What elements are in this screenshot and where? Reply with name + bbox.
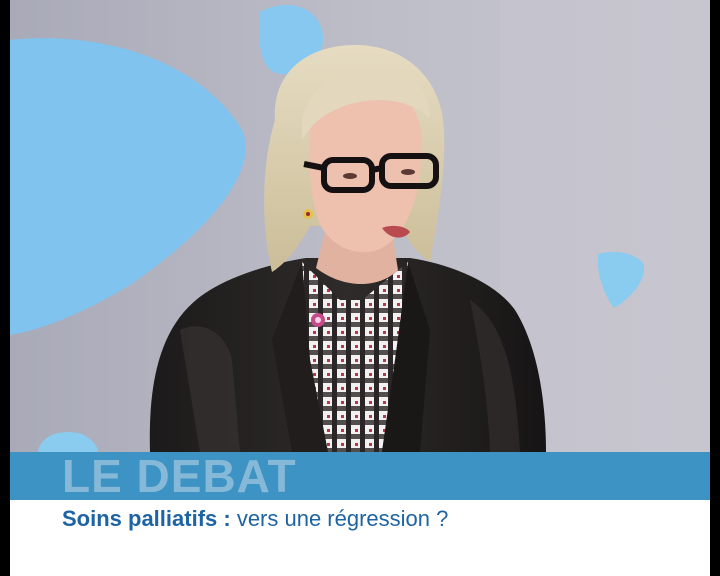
blue-shape-large [10,38,246,335]
lower-third-caption: LE DEBAT Soins palliatifs : vers une rég… [10,452,710,576]
blue-shape-bottom-left [38,432,98,452]
glasses [303,153,439,193]
program-subtitle: Soins palliatifs : vers une régression ? [62,506,448,532]
title-band: LE DEBAT [10,452,710,500]
studio-illustration [10,0,710,452]
studio-scene [10,0,710,452]
program-title: LE DEBAT [62,450,297,502]
subtitle-topic: Soins palliatifs : [62,506,231,531]
subtitle-area: Soins palliatifs : vers une régression ? [10,500,710,576]
blue-shape-right [597,251,645,308]
plaid-blouse [302,262,415,452]
subtitle-rest: vers une régression ? [230,506,449,531]
face [309,81,422,253]
